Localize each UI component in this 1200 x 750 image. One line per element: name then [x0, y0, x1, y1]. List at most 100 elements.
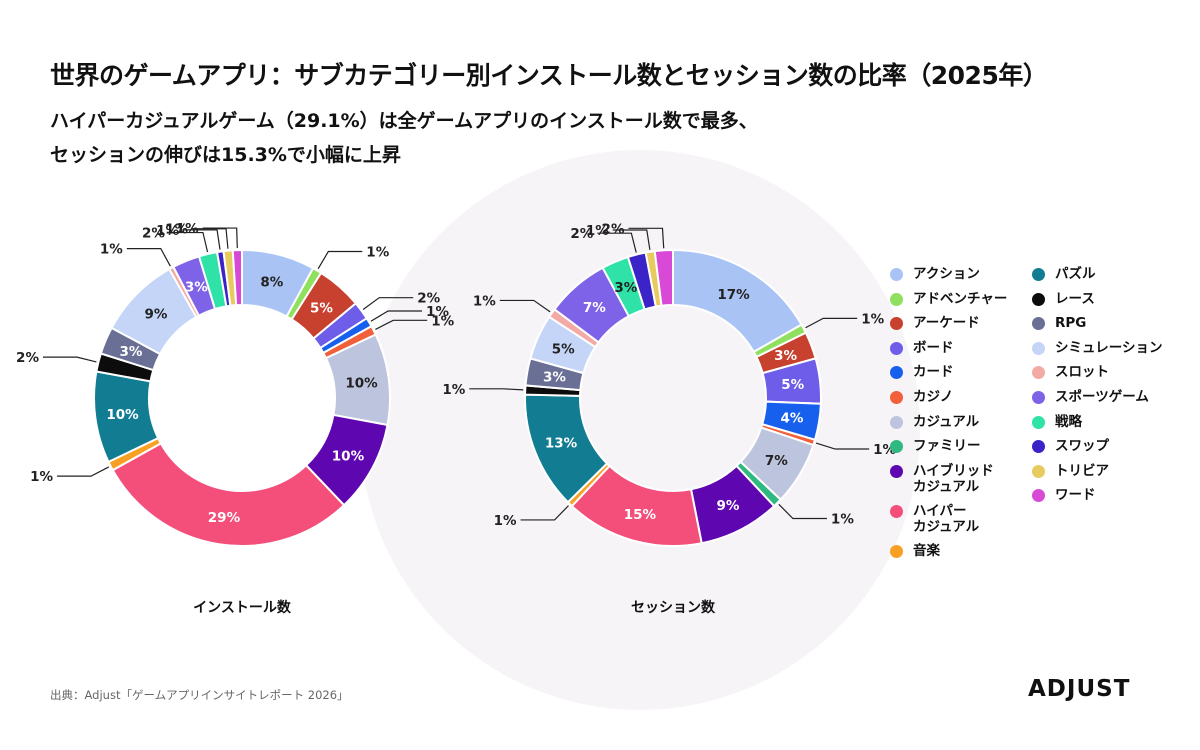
sessions-callout-label-racing: 1% [442, 382, 465, 398]
sessions-callout-line-casino [815, 442, 870, 450]
sessions-callout-line-trivia [612, 229, 651, 250]
legend-label-adventure: アドベンチャー [913, 290, 1008, 307]
background-decoration [360, 150, 920, 710]
legend-swatch-word [1032, 489, 1045, 503]
legend-label-word: ワード [1055, 487, 1096, 504]
installs-callout-line-slots [126, 248, 171, 267]
sessions-label-simulation: 5% [552, 341, 575, 357]
legend-item-action: アクション [890, 266, 980, 282]
legend-swatch-puzzle [1032, 268, 1045, 281]
sessions-callout-label-word: 2% [602, 221, 625, 237]
legend-swatch-simulation [1032, 341, 1045, 355]
installs-label-casual: 10% [345, 375, 378, 391]
legend-label-music: 音楽 [913, 542, 940, 559]
legend-label-hyper: ハイパー カジュアル [913, 502, 980, 535]
legend-item-swap: スワップ [1032, 438, 1109, 454]
installs-donut: 8%5%10%10%29%10%3%9%3%1%2%1%1%1%2%1%2%1%… [16, 221, 455, 547]
installs-slice-word [231, 248, 243, 307]
sessions-callout-label-family: 1% [831, 511, 854, 527]
sessions-callout-label-music: 1% [494, 513, 517, 529]
chart-title: 世界のゲームアプリ：サブカテゴリー別インストール数とセッション数の比率（2025… [50, 61, 1048, 90]
installs-label-hyper: 29% [208, 510, 241, 526]
legend-swatch-trivia [1032, 464, 1045, 478]
legend-label-racing: レース [1055, 290, 1095, 307]
installs-callout-line-racing [42, 356, 97, 363]
installs-label-hybrid: 10% [332, 448, 365, 464]
legend-item-rpg: RPG [1032, 315, 1086, 331]
legend: アクション アドベンチャー アーケード ボード カード カジノ カジュアル ファミリー ハイブリ… [890, 266, 1190, 576]
sessions-label-rpg: 3% [543, 370, 566, 386]
legend-label-sports: スポーツゲーム [1055, 389, 1149, 405]
legend-item-music: 音楽 [890, 543, 940, 559]
legend-item-strategy: 戦略 [1032, 414, 1082, 430]
sessions-callout-line-music [520, 505, 569, 521]
subtitle-line-1: ハイパーカジュアルゲーム（29.1%）は全ゲームアプリのインストール数で最多、 [50, 110, 758, 132]
installs-callout-label-strategy: 2% [142, 226, 165, 242]
sessions-callout-line-adventure [805, 317, 858, 329]
legend-swatch-music [890, 544, 903, 558]
legend-swatch-board [890, 341, 903, 355]
legend-label-slots: スロット [1055, 364, 1109, 381]
legend-item-word: ワード [1032, 487, 1096, 503]
installs-callout-line-board [362, 297, 414, 310]
legend-swatch-sports [1032, 391, 1045, 404]
sessions-callout-label-swap: 2% [570, 226, 593, 242]
installs-callout-label-music: 1% [30, 469, 53, 485]
sessions-label-board: 5% [781, 377, 804, 393]
installs-label-rpg: 3% [120, 344, 143, 360]
installs-callout-line-music [57, 466, 110, 477]
legend-item-board: ボード [890, 340, 954, 356]
sessions-label-arcade: 3% [774, 348, 797, 364]
installs-callout-line-casino [375, 319, 428, 330]
adjust-logo: ADJUST [1028, 676, 1131, 702]
installs-callout-line-adventure [317, 250, 363, 270]
legend-swatch-racing [1032, 292, 1045, 306]
sessions-label-hyper: 15% [624, 507, 657, 523]
installs-callout-line-swap [183, 229, 221, 250]
installs-callout-label-board: 2% [417, 291, 440, 307]
legend-item-simulation: シミュレーション [1032, 340, 1162, 356]
legend-label-swap: スワップ [1055, 438, 1109, 455]
chart-subtitle: ハイパーカジュアルゲーム（29.1%）は全ゲームアプリのインストール数で最多、 … [50, 104, 950, 172]
legend-swatch-hybrid [890, 464, 903, 478]
legend-item-sports: スポーツゲーム [1032, 389, 1149, 405]
legend-swatch-slots [1032, 366, 1045, 380]
legend-item-casino: カジノ [890, 389, 953, 405]
legend-item-racing: レース [1032, 291, 1095, 307]
sessions-slice-word [653, 248, 674, 307]
legend-swatch-swap [1032, 440, 1045, 454]
installs-callout-line-trivia [192, 228, 229, 249]
installs-callout-line-card [370, 310, 423, 322]
legend-label-card: カード [913, 364, 954, 381]
sessions-donut: 17%3%5%4%7%9%15%13%3%5%7%3%1%1%1%1%1%1%2… [442, 221, 897, 547]
installs-label-arcade: 5% [310, 300, 333, 316]
sessions-label-strategy: 3% [614, 280, 637, 296]
legend-label-puzzle: パズル [1055, 266, 1096, 282]
legend-item-trivia: トリビア [1032, 463, 1109, 479]
sessions-label-hybrid: 9% [716, 498, 739, 514]
installs-label-action: 8% [260, 274, 283, 290]
sessions-chart-label: セッション数 [631, 600, 715, 616]
sessions-label-puzzle: 13% [545, 436, 578, 452]
legend-item-adventure: アドベンチャー [890, 291, 1007, 307]
legend-label-arcade: アーケード [913, 315, 980, 332]
installs-callout-label-word: 1% [176, 221, 199, 237]
legend-item-slots: スロット [1032, 364, 1109, 380]
legend-label-trivia: トリビア [1055, 462, 1109, 479]
subtitle-line-2: セッションの伸びは15.3%で小幅に上昇 [50, 144, 401, 166]
legend-swatch-family [890, 440, 903, 454]
sessions-label-action: 17% [717, 287, 750, 303]
sessions-callout-line-racing [469, 388, 524, 391]
installs-label-sports: 3% [185, 279, 208, 295]
legend-swatch-hyper [890, 504, 903, 518]
sessions-label-card: 4% [780, 410, 803, 426]
legend-item-casual: カジュアル [890, 414, 979, 430]
legend-label-rpg: RPG [1055, 315, 1087, 332]
legend-item-hybrid: ハイブリッド カジュアル [890, 463, 994, 495]
installs-callout-label-casino: 1% [431, 313, 454, 329]
legend-label-hybrid: ハイブリッド カジュアル [913, 462, 994, 495]
legend-label-strategy: 戦略 [1055, 413, 1082, 430]
legend-label-casual: カジュアル [913, 413, 980, 430]
installs-callout-label-card: 1% [426, 304, 449, 320]
